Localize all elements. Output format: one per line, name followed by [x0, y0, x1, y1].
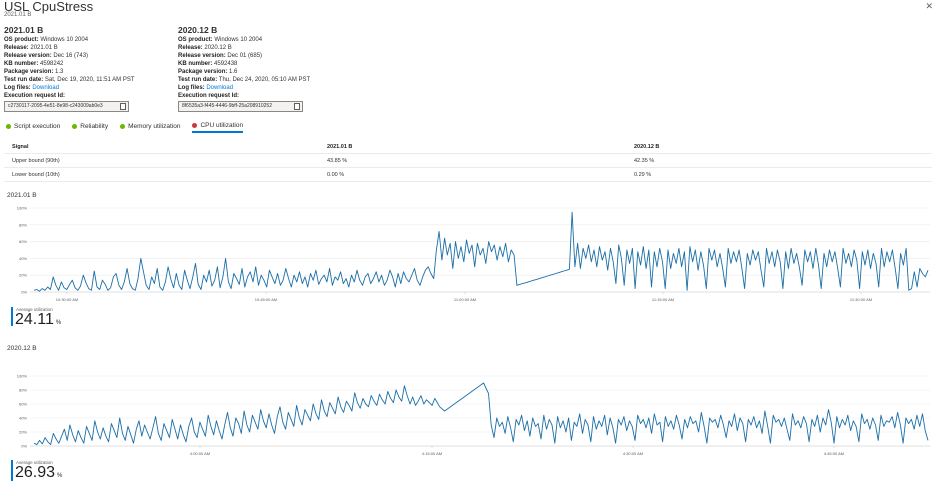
download-link[interactable]: Download [32, 85, 60, 91]
build-field: Execution request Id: [178, 93, 240, 99]
build-field: Release version: Dec 01 (685) [178, 53, 263, 59]
cpu-utilization-series-line [33, 382, 929, 446]
build-field: Package version: 1.6 [178, 69, 238, 75]
table-header-row: Signal 2021.01 B 2020.12 B [4, 140, 932, 154]
cpu-chart-2020-12-b: 100% 80% 60% 40% 20% 0% 4:00:00 AM 4:15:00 AM 4:… [17, 374, 930, 456]
y-tick-label: 0% [21, 290, 27, 295]
y-tick-label: 60% [19, 402, 27, 407]
build-heading: 2021.01 B [4, 25, 44, 35]
x-tick-label: 10:30:00 AM [56, 297, 78, 302]
pass-status-icon [72, 124, 78, 129]
tab-cpu-utilization[interactable]: CPU utilization [192, 122, 244, 133]
copy-icon[interactable] [120, 103, 126, 110]
build-details-2020-12-b: 2020.12 B OS product: Windows 10 2004 Re… [178, 25, 310, 112]
execution-id-field[interactable]: 8f6535a3-f445-4446-9bff-25a208910252 [178, 101, 303, 112]
y-tick-label: 40% [19, 416, 27, 421]
execution-id-field[interactable]: c2730117-2095-4e51-8e98-c243009ab0e3 [4, 101, 129, 112]
average-value: 26.93 [15, 464, 56, 481]
build-field: Package version: 1.3 [4, 69, 64, 75]
y-tick-label: 0% [21, 444, 27, 449]
fail-status-icon [192, 123, 198, 128]
x-tick-label: 4:30:00 AM [623, 451, 643, 456]
average-indicator-bar [11, 307, 13, 326]
average-label: Average utilization [16, 307, 53, 312]
copy-icon[interactable] [294, 103, 300, 110]
x-tick-label: 10:45:00 AM [255, 297, 277, 302]
x-tick-label: 11:15:00 AM [652, 297, 674, 302]
tab-memory-utilization[interactable]: Memory utilization [120, 122, 180, 133]
y-tick-label: 80% [19, 388, 27, 393]
tab-reliability[interactable]: Reliability [72, 122, 108, 133]
build-field: KB number: 4598242 [4, 61, 64, 67]
tab-bar: Script execution Reliability Memory util… [6, 122, 244, 133]
build-field: Log files: Download [178, 85, 234, 91]
cpu-utilization-series-line [33, 211, 929, 292]
x-tick-label: 11:30:00 AM [850, 297, 872, 302]
chart-label: 2021.01 B [7, 192, 37, 199]
y-tick-label: 20% [19, 273, 27, 278]
average-label: Average utilization [16, 460, 53, 465]
close-icon[interactable]: ✕ [925, 1, 933, 11]
build-details-2021-01-b: 2021.01 B OS product: Windows 10 2004 Re… [4, 25, 135, 112]
pass-status-icon [120, 124, 126, 129]
x-tick-label: 11:00:00 AM [454, 297, 476, 302]
table-row: Lower bound (10th) 0.00 % 0.29 % [4, 168, 932, 182]
build-field: OS product: Windows 10 2004 [4, 37, 89, 43]
average-value-group: 26.93 % [15, 464, 62, 482]
download-link[interactable]: Download [206, 85, 234, 91]
x-tick-label: 4:00:00 AM [190, 451, 210, 456]
build-field: Release version: Dec 16 (743) [4, 53, 89, 59]
average-value-group: 24.11 % [15, 311, 61, 329]
build-field: Execution request Id: [4, 93, 66, 99]
build-field: Test run date: Thu, Dec 24, 2020, 05:10 … [178, 77, 311, 83]
y-tick-label: 100% [17, 206, 28, 211]
build-field: OS product: Windows 10 2004 [178, 37, 263, 43]
x-tick-label: 4:45:00 AM [824, 451, 844, 456]
average-indicator-bar [11, 460, 13, 481]
build-field: Log files: Download [4, 85, 60, 91]
build-field: Release: 2021.01 B [4, 45, 58, 51]
build-heading: 2020.12 B [178, 25, 218, 35]
window-title: USL CpuStress [4, 0, 94, 14]
build-field: Release: 2020.12 B [178, 45, 232, 51]
y-tick-label: 60% [19, 239, 27, 244]
average-unit: % [57, 473, 63, 479]
x-tick-label: 4:15:00 AM [422, 451, 442, 456]
y-tick-label: 100% [17, 374, 28, 379]
average-value: 24.11 [15, 311, 54, 328]
signal-table: Signal 2021.01 B 2020.12 B Upper bound (… [4, 140, 932, 182]
y-tick-label: 40% [19, 256, 27, 261]
table-row: Upper bound (90th) 43.85 % 42.35 % [4, 154, 932, 168]
window-subtitle: 2021.01 B [4, 12, 32, 18]
average-unit: % [55, 320, 62, 326]
build-field: KB number: 4592438 [178, 61, 238, 67]
y-tick-label: 20% [19, 430, 27, 435]
tab-script-execution[interactable]: Script execution [6, 122, 60, 133]
build-field: Test run date: Sat, Dec 19, 2020, 11:51 … [4, 77, 135, 83]
y-tick-label: 80% [19, 222, 27, 227]
pass-status-icon [6, 124, 11, 129]
cpu-chart-2021-01-b: 100% 80% 60% 40% 20% 0% 10:30:00 AM 10:45:00 AM… [17, 206, 930, 302]
chart-label: 2020.12 B [7, 345, 37, 352]
